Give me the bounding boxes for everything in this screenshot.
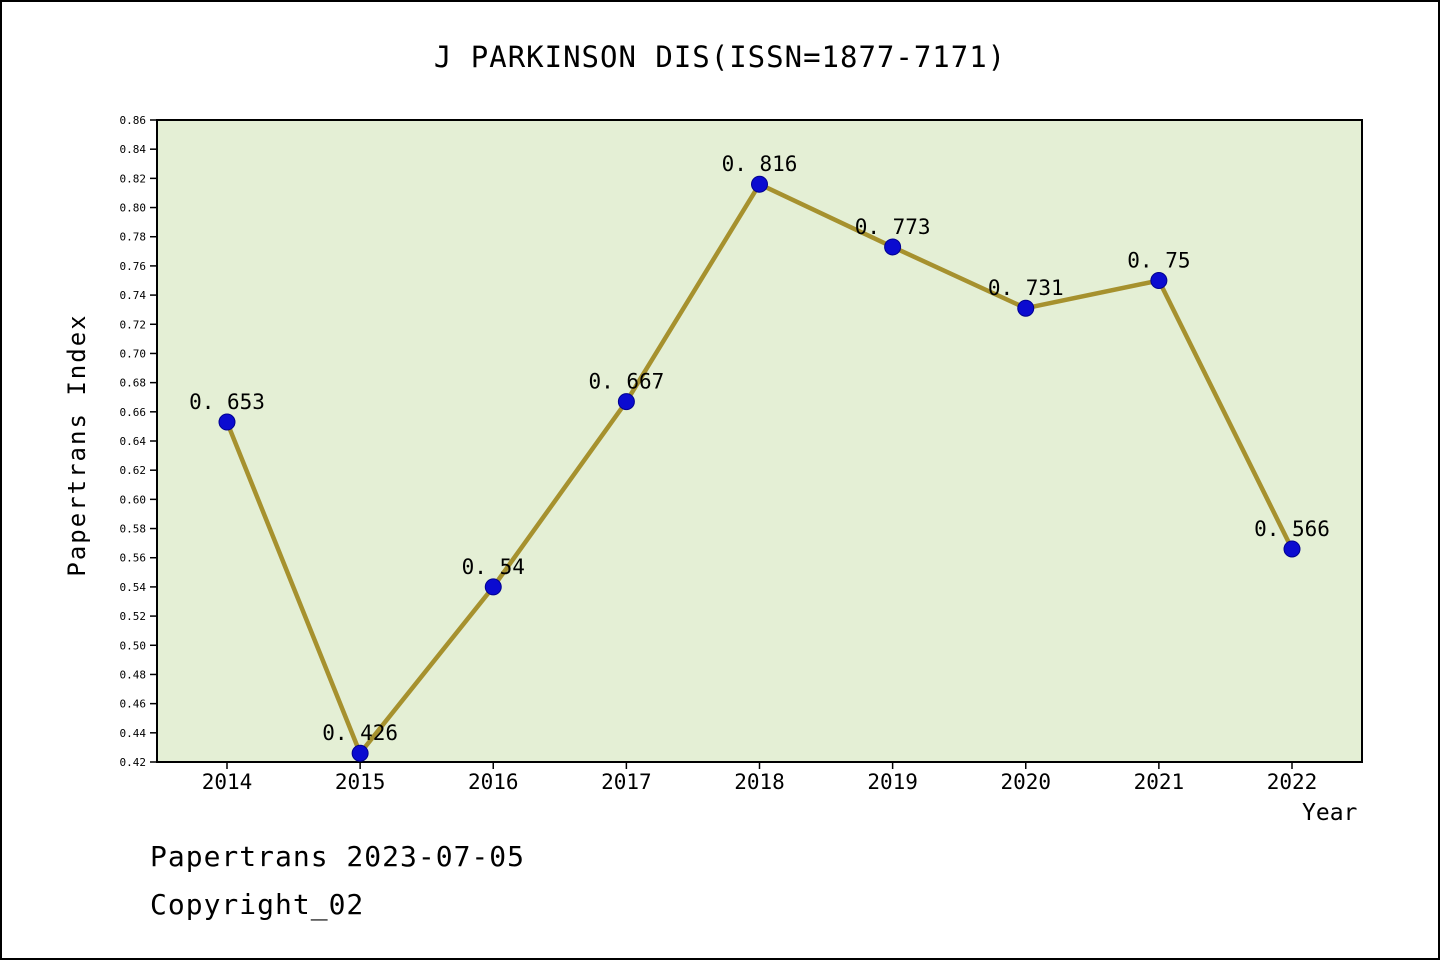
y-tick-label: 0.84 bbox=[120, 143, 147, 156]
y-tick-label: 0.74 bbox=[120, 289, 147, 302]
y-tick-label: 0.50 bbox=[120, 639, 147, 652]
y-tick-label: 0.68 bbox=[120, 377, 147, 390]
data-point-label: 0. 75 bbox=[1127, 249, 1190, 273]
x-axis-label: Year bbox=[1302, 800, 1358, 826]
y-tick-label: 0.44 bbox=[120, 727, 147, 740]
y-tick-label: 0.76 bbox=[120, 260, 147, 273]
data-point bbox=[1017, 299, 1035, 317]
y-tick-label: 0.58 bbox=[120, 523, 147, 536]
footer-date-text: Papertrans 2023-07-05 bbox=[150, 840, 526, 873]
data-point bbox=[218, 413, 236, 431]
data-point-label: 0. 54 bbox=[462, 555, 525, 579]
data-point-label: 0. 426 bbox=[322, 721, 398, 745]
x-tick-label: 2018 bbox=[734, 770, 785, 794]
data-point-label: 0. 653 bbox=[189, 390, 265, 414]
x-tick-label: 2016 bbox=[468, 770, 519, 794]
y-tick-label: 0.42 bbox=[120, 756, 147, 769]
x-tick-label: 2015 bbox=[335, 770, 386, 794]
data-point bbox=[1150, 272, 1168, 289]
data-point bbox=[884, 238, 902, 256]
y-tick-label: 0.64 bbox=[120, 435, 147, 448]
y-tick-label: 0.80 bbox=[120, 202, 147, 215]
y-tick-label: 0.52 bbox=[120, 610, 147, 623]
y-tick-label: 0.82 bbox=[120, 172, 147, 185]
data-point bbox=[1283, 540, 1301, 558]
data-point bbox=[351, 744, 369, 762]
data-point bbox=[617, 393, 635, 411]
chart-title: J PARKINSON DIS(ISSN=1877-7171) bbox=[433, 40, 1007, 74]
data-point bbox=[751, 175, 768, 193]
y-tick-label: 0.46 bbox=[120, 698, 147, 711]
data-point bbox=[484, 578, 502, 596]
y-tick-label: 0.54 bbox=[120, 581, 147, 594]
data-point-label: 0. 816 bbox=[722, 152, 798, 176]
x-tick-label: 2022 bbox=[1267, 770, 1318, 794]
y-tick-label: 0.86 bbox=[120, 114, 147, 127]
x-tick-label: 2019 bbox=[867, 770, 918, 794]
data-point-label: 0. 731 bbox=[988, 276, 1064, 300]
x-tick-label: 2017 bbox=[601, 770, 652, 794]
data-point-label: 0. 667 bbox=[588, 370, 664, 394]
y-tick-label: 0.78 bbox=[120, 231, 147, 244]
x-tick-label: 2021 bbox=[1134, 770, 1185, 794]
y-tick-label: 0.62 bbox=[120, 464, 147, 477]
data-point-label: 0. 773 bbox=[855, 215, 931, 239]
y-tick-label: 0.56 bbox=[120, 552, 147, 565]
plot-area bbox=[156, 119, 1363, 763]
y-tick-label: 0.72 bbox=[120, 318, 147, 331]
x-tick-label: 2014 bbox=[202, 770, 253, 794]
x-tick-label: 2020 bbox=[1000, 770, 1051, 794]
y-tick-label: 0.48 bbox=[120, 668, 147, 681]
y-tick-label: 0.70 bbox=[120, 347, 147, 360]
y-tick-label: 0.60 bbox=[120, 493, 147, 506]
y-tick-label: 0.66 bbox=[120, 406, 147, 419]
footer-copyright-text: Copyright_02 bbox=[150, 888, 365, 921]
data-point-label: 0. 566 bbox=[1254, 517, 1330, 541]
